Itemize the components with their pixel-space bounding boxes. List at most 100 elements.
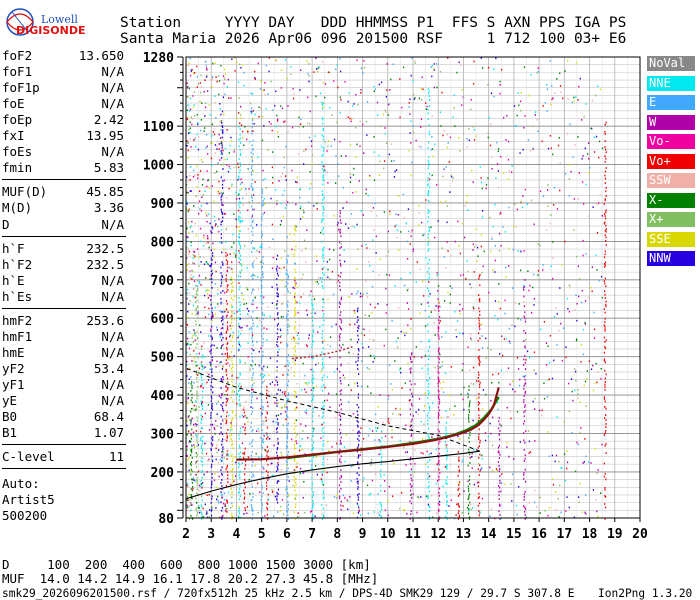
- noise-mark: [251, 451, 253, 453]
- noise-mark: [189, 121, 191, 124]
- noise-mark: [220, 278, 223, 281]
- noise-mark: [241, 269, 243, 271]
- noise-mark: [191, 117, 193, 120]
- noise-mark: [220, 236, 223, 239]
- noise-mark: [558, 515, 560, 518]
- noise-mark: [251, 507, 254, 510]
- noise-mark: [524, 332, 527, 335]
- noise-mark: [358, 325, 360, 327]
- noise-mark: [267, 390, 270, 393]
- noise-mark: [604, 198, 606, 201]
- noise-mark: [498, 451, 500, 454]
- noise-mark: [293, 253, 295, 255]
- noise-mark: [284, 285, 286, 288]
- noise-mark: [333, 80, 335, 82]
- param-value: N/A: [101, 216, 124, 232]
- noise-mark: [212, 76, 214, 78]
- noise-mark: [360, 67, 363, 70]
- noise-mark: [186, 400, 188, 403]
- noise-mark: [337, 175, 340, 177]
- noise-mark: [238, 257, 240, 260]
- noise-mark: [399, 116, 401, 119]
- noise-mark: [302, 163, 305, 165]
- noise-mark: [563, 453, 566, 455]
- noise-mark: [193, 72, 196, 74]
- noise-mark: [410, 235, 412, 238]
- legend-item-w: W: [647, 114, 695, 130]
- noise-mark: [518, 104, 520, 107]
- noise-mark: [238, 330, 240, 333]
- noise-mark: [468, 414, 470, 416]
- noise-mark: [322, 364, 324, 367]
- noise-mark: [457, 495, 460, 497]
- noise-mark: [439, 472, 441, 474]
- noise-mark: [528, 289, 530, 292]
- noise-mark: [240, 105, 242, 108]
- noise-mark: [280, 335, 282, 337]
- noise-mark: [605, 239, 607, 242]
- noise-mark: [372, 270, 374, 273]
- noise-mark: [439, 111, 442, 114]
- noise-mark: [582, 239, 584, 242]
- noise-mark: [222, 315, 224, 318]
- noise-mark: [372, 339, 374, 341]
- noise-mark: [262, 406, 264, 408]
- noise-mark: [312, 513, 314, 516]
- noise-mark: [244, 447, 246, 450]
- noise-mark: [196, 369, 198, 372]
- noise-mark: [396, 229, 399, 231]
- noise-mark: [190, 68, 192, 71]
- noise-mark: [260, 414, 262, 417]
- noise-mark: [315, 68, 318, 70]
- noise-mark: [195, 425, 197, 428]
- noise-mark: [410, 474, 412, 476]
- noise-mark: [322, 127, 324, 130]
- noise-mark: [478, 319, 480, 322]
- noise-mark: [566, 461, 569, 464]
- noise-mark: [239, 317, 242, 320]
- noise-mark: [467, 504, 470, 507]
- noise-mark: [386, 273, 388, 276]
- noise-mark: [224, 505, 227, 507]
- noise-mark: [441, 247, 443, 250]
- noise-mark: [188, 331, 190, 333]
- noise-mark: [523, 286, 525, 289]
- noise-mark: [251, 110, 254, 113]
- noise-mark: [604, 381, 606, 383]
- noise-mark: [266, 451, 268, 454]
- noise-mark: [438, 500, 441, 503]
- noise-mark: [251, 401, 253, 404]
- noise-mark: [299, 445, 301, 448]
- noise-mark: [190, 420, 192, 423]
- noise-mark: [604, 444, 606, 447]
- noise-mark: [198, 484, 201, 487]
- noise-mark: [312, 139, 314, 142]
- noise-mark: [296, 382, 298, 385]
- noise-mark: [227, 450, 229, 452]
- noise-mark: [210, 345, 212, 348]
- noise-mark: [224, 240, 227, 243]
- noise-mark: [277, 441, 279, 444]
- noise-mark: [231, 391, 233, 394]
- noise-mark: [222, 402, 224, 404]
- noise-mark: [323, 421, 325, 424]
- noise-mark: [222, 192, 224, 194]
- noise-mark: [220, 460, 223, 463]
- noise-mark: [190, 460, 193, 463]
- noise-mark: [588, 172, 590, 174]
- noise-mark: [523, 432, 525, 435]
- noise-mark: [211, 344, 213, 347]
- noise-mark: [226, 393, 228, 396]
- noise-mark: [557, 497, 559, 500]
- noise-mark: [312, 339, 314, 342]
- noise-mark: [357, 512, 359, 514]
- noise-mark: [505, 276, 507, 278]
- noise-mark: [239, 247, 241, 250]
- noise-mark: [221, 466, 223, 469]
- noise-mark: [252, 367, 254, 370]
- noise-mark: [295, 230, 297, 232]
- noise-mark: [338, 306, 341, 308]
- noise-mark: [252, 473, 254, 476]
- noise-mark: [308, 293, 310, 296]
- noise-mark: [426, 415, 428, 417]
